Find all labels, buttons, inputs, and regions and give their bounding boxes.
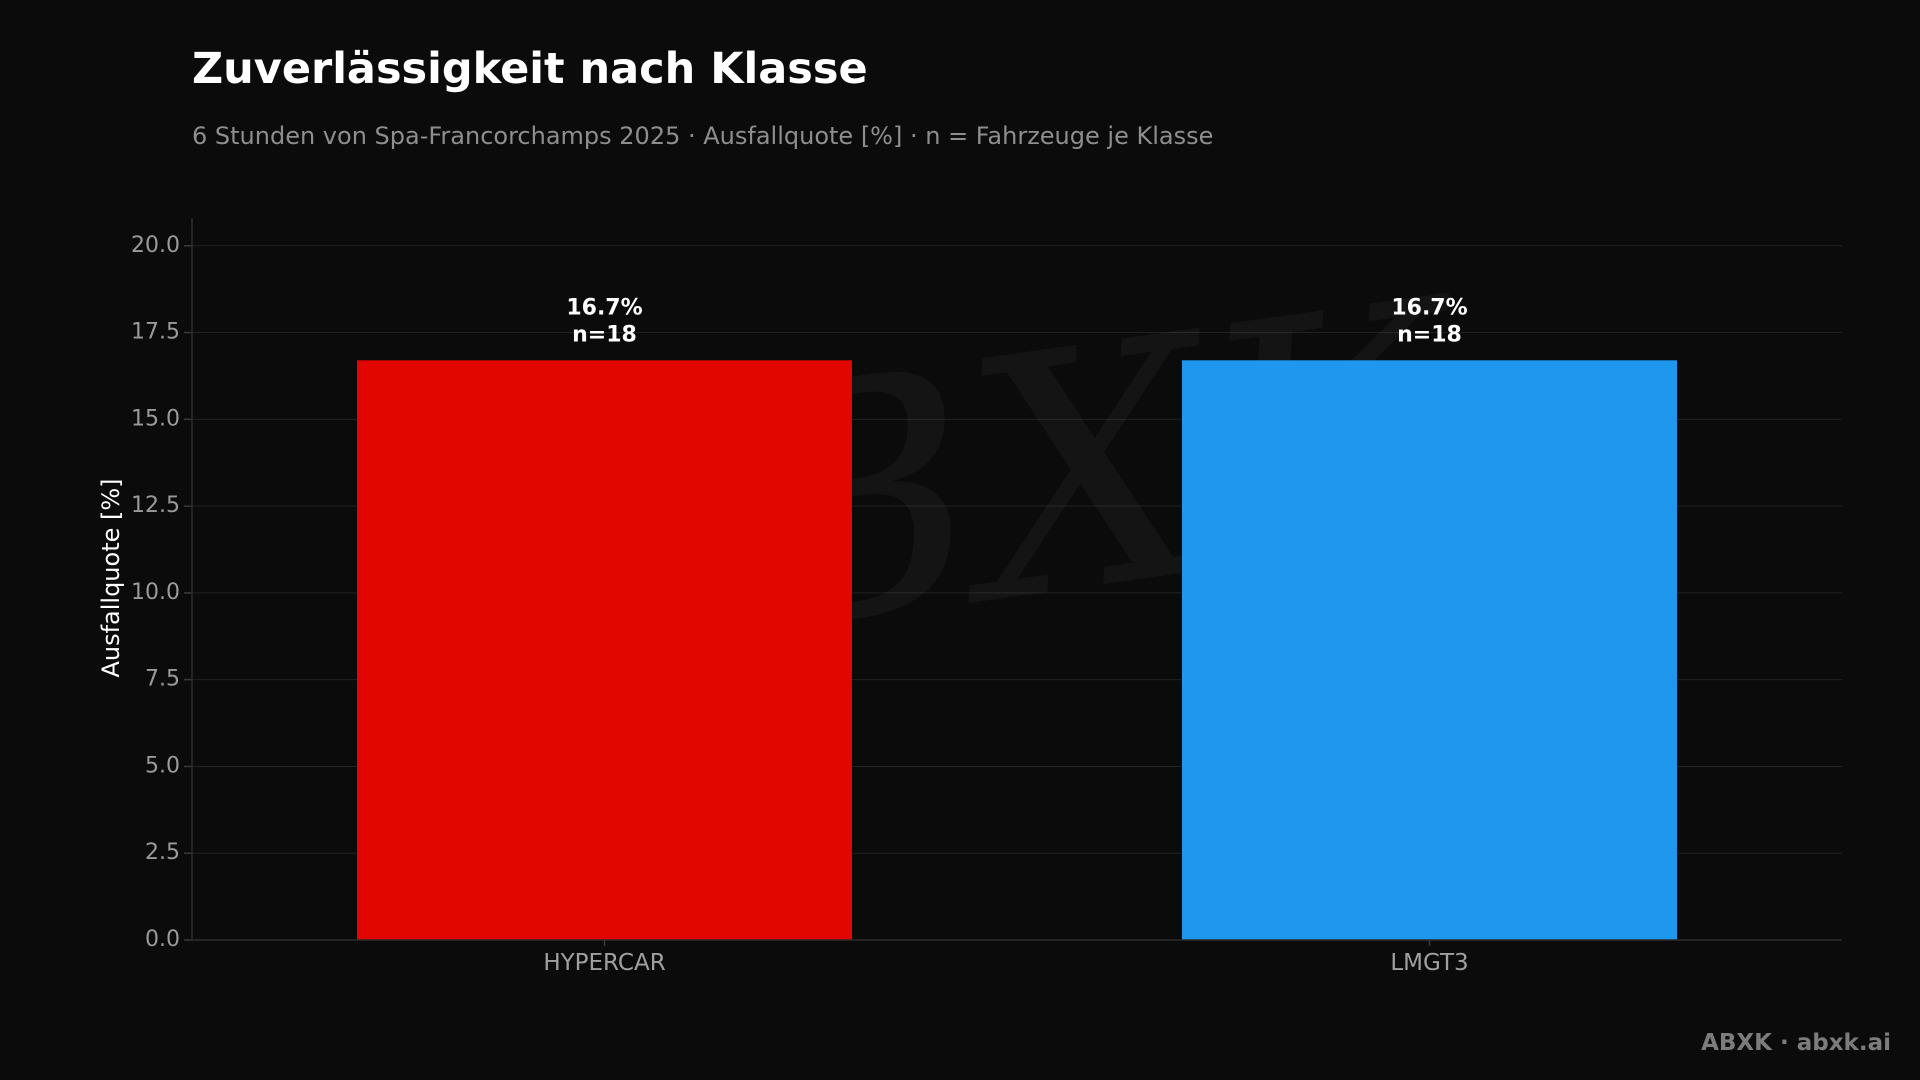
- y-tick-label: 5.0: [145, 753, 180, 778]
- y-tick-label: 12.5: [131, 493, 180, 518]
- x-tick-label-hypercar: HYPERCAR: [543, 950, 665, 976]
- y-tick-label: 2.5: [145, 840, 180, 865]
- chart-title: Zuverlässigkeit nach Klasse: [192, 44, 868, 94]
- axes: 0.0 2.5 5.0 7.5 10.0 12.5 15.0 17.5 20.0 HYPERCAR…: [131, 218, 1842, 976]
- y-tick-label: 17.5: [131, 320, 180, 345]
- y-tick-label: 0.0: [145, 927, 180, 952]
- y-axis-label: Ausfallquote [%]: [97, 478, 125, 677]
- value-label-lmgt3: 16.7%: [1391, 295, 1467, 320]
- y-tick-label: 15.0: [131, 406, 180, 431]
- y-tick-label: 20.0: [131, 233, 180, 258]
- value-label-hypercar: 16.7%: [566, 295, 642, 320]
- bar-lmgt3: [1182, 360, 1677, 940]
- bar-hypercar: [357, 360, 852, 940]
- y-tick-label: 10.0: [131, 580, 180, 605]
- n-label-hypercar: n=18: [572, 322, 637, 347]
- bars: [357, 360, 1677, 940]
- n-label-lmgt3: n=18: [1397, 322, 1462, 347]
- x-tick-label-lmgt3: LMGT3: [1390, 950, 1468, 976]
- chart-subtitle: 6 Stunden von Spa-Francorchamps 2025 · A…: [192, 122, 1214, 150]
- y-tick-label: 7.5: [145, 667, 180, 692]
- footer-brand: ABXK · abxk.ai: [1701, 1030, 1891, 1056]
